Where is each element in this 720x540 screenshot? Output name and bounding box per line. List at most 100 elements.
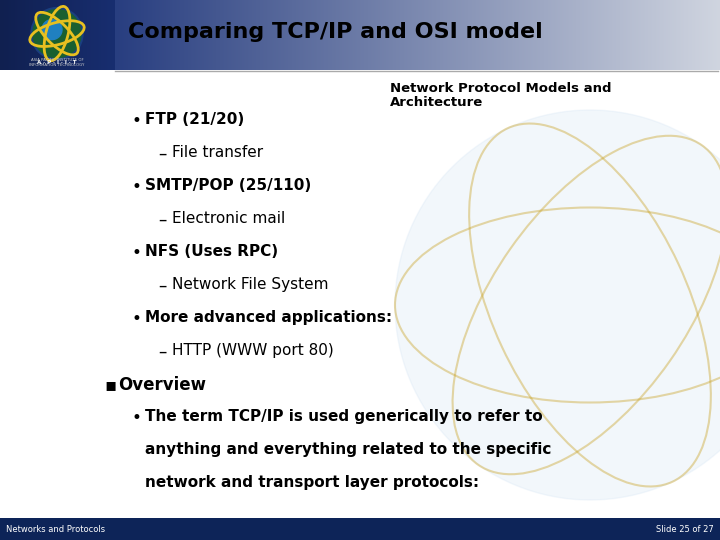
- Bar: [22, 0, 23, 70]
- Bar: [130, 0, 131, 70]
- Bar: [421, 0, 422, 70]
- Bar: [418, 0, 419, 70]
- Bar: [114, 0, 115, 70]
- Bar: [451, 0, 452, 70]
- Bar: [404, 0, 405, 70]
- Bar: [402, 0, 403, 70]
- Bar: [520, 0, 521, 70]
- Bar: [278, 0, 279, 70]
- Bar: [207, 0, 208, 70]
- Bar: [656, 0, 657, 70]
- Bar: [459, 0, 460, 70]
- Bar: [9, 0, 10, 70]
- Bar: [261, 0, 262, 70]
- Bar: [211, 0, 212, 70]
- Bar: [94, 0, 95, 70]
- Bar: [668, 0, 669, 70]
- Bar: [355, 0, 356, 70]
- Bar: [151, 0, 152, 70]
- Bar: [645, 0, 646, 70]
- Bar: [661, 0, 662, 70]
- Bar: [637, 0, 638, 70]
- Bar: [345, 0, 346, 70]
- Bar: [20, 0, 21, 70]
- Bar: [685, 0, 686, 70]
- Bar: [437, 0, 438, 70]
- Bar: [255, 0, 256, 70]
- Bar: [593, 0, 594, 70]
- Bar: [121, 0, 122, 70]
- Bar: [609, 0, 610, 70]
- Bar: [679, 0, 680, 70]
- Bar: [494, 0, 495, 70]
- Bar: [234, 0, 235, 70]
- Bar: [553, 0, 554, 70]
- Bar: [472, 0, 473, 70]
- Bar: [513, 0, 514, 70]
- Bar: [273, 0, 274, 70]
- Bar: [368, 0, 369, 70]
- Bar: [712, 0, 713, 70]
- Bar: [186, 0, 187, 70]
- Bar: [340, 0, 341, 70]
- Bar: [554, 0, 555, 70]
- Bar: [246, 0, 247, 70]
- Bar: [270, 0, 271, 70]
- Bar: [703, 0, 704, 70]
- Bar: [710, 0, 711, 70]
- Bar: [605, 0, 606, 70]
- Bar: [688, 0, 689, 70]
- Bar: [416, 0, 417, 70]
- Bar: [188, 0, 189, 70]
- Bar: [185, 0, 186, 70]
- Bar: [106, 0, 107, 70]
- Bar: [440, 0, 441, 70]
- Bar: [336, 0, 337, 70]
- Bar: [389, 0, 390, 70]
- Bar: [497, 0, 498, 70]
- Bar: [627, 0, 628, 70]
- Bar: [533, 0, 534, 70]
- Bar: [478, 0, 479, 70]
- Text: –: –: [158, 211, 166, 229]
- Bar: [405, 0, 406, 70]
- Bar: [439, 0, 440, 70]
- Bar: [571, 0, 572, 70]
- Bar: [691, 0, 692, 70]
- Bar: [528, 0, 529, 70]
- Bar: [67, 0, 68, 70]
- Bar: [573, 0, 574, 70]
- Bar: [204, 0, 205, 70]
- Bar: [309, 0, 310, 70]
- Bar: [490, 0, 491, 70]
- Bar: [608, 0, 609, 70]
- Bar: [589, 0, 590, 70]
- Bar: [394, 0, 395, 70]
- Text: –: –: [158, 277, 166, 295]
- Bar: [597, 0, 598, 70]
- Bar: [320, 0, 321, 70]
- Bar: [212, 0, 213, 70]
- Bar: [239, 0, 240, 70]
- Bar: [170, 0, 171, 70]
- Bar: [499, 0, 500, 70]
- Bar: [558, 0, 559, 70]
- Bar: [84, 0, 85, 70]
- Bar: [357, 0, 358, 70]
- Text: The term TCP/IP is used generically to refer to: The term TCP/IP is used generically to r…: [145, 409, 543, 424]
- Bar: [559, 0, 560, 70]
- Bar: [178, 0, 179, 70]
- Bar: [210, 0, 211, 70]
- Bar: [453, 0, 454, 70]
- Bar: [484, 0, 485, 70]
- Bar: [123, 0, 124, 70]
- Bar: [147, 0, 148, 70]
- Bar: [226, 0, 227, 70]
- Bar: [382, 0, 383, 70]
- Text: •: •: [131, 244, 141, 262]
- Bar: [222, 0, 223, 70]
- Bar: [449, 0, 450, 70]
- Bar: [165, 0, 166, 70]
- Bar: [385, 0, 386, 70]
- Bar: [373, 0, 374, 70]
